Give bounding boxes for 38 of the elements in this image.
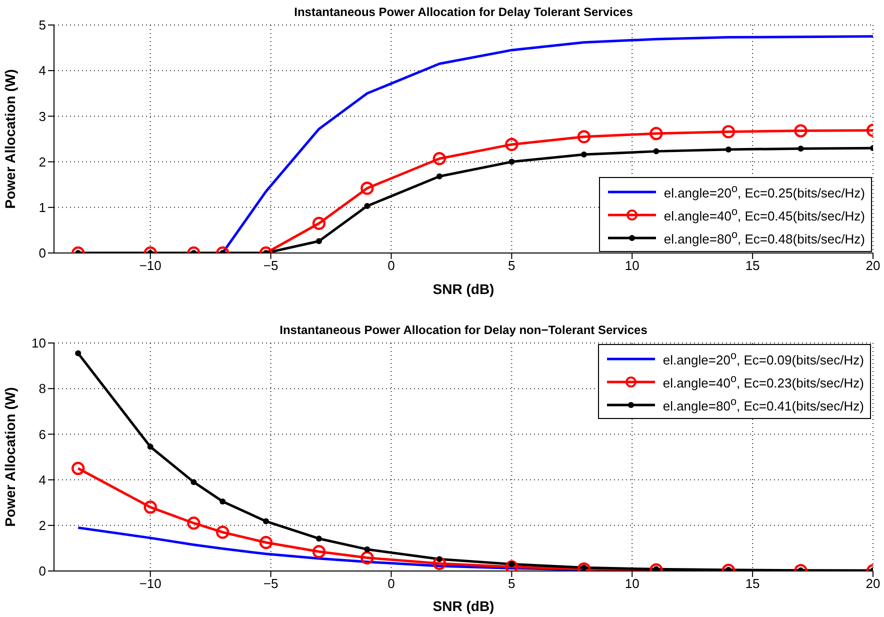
y-tick-label: 6 xyxy=(38,426,46,442)
x-tick-label: 5 xyxy=(508,576,516,592)
y-axis-title: Power Allocation (W) xyxy=(2,69,18,209)
y-tick-label: 8 xyxy=(38,381,46,396)
x-tick-label: 15 xyxy=(745,576,760,592)
x-tick-label: −5 xyxy=(263,576,278,592)
legend-label: el.angle=80$^{o}$, Ec=0.41(bits/sec/Hz) xyxy=(662,396,864,414)
y-tick-label: 4 xyxy=(38,472,46,488)
legend-label: el.angle=80$^{o}$, Ec=0.48(bits/sec/Hz) xyxy=(664,228,865,246)
y-tick-label: 3 xyxy=(38,108,46,124)
y-tick-label: 10 xyxy=(32,336,46,351)
x-tick-label: 10 xyxy=(624,576,640,592)
y-axis-title: Power Allocation (W) xyxy=(2,387,18,527)
chart-title: Instantaneous Power Allocation for Delay Tolerant Services xyxy=(293,5,634,19)
legend-label: el.angle=40$^{o}$, Ec=0.23(bits/sec/Hz) xyxy=(662,372,864,390)
x-tick-label: −5 xyxy=(263,258,278,274)
x-axis-title: SNR (dB) xyxy=(432,598,494,614)
y-tick-label: 2 xyxy=(38,518,46,534)
x-tick-label: 15 xyxy=(745,258,760,274)
y-tick-label: 5 xyxy=(38,18,46,33)
legend-label: el.angle=40$^{o}$, Ec=0.45(bits/sec/Hz) xyxy=(664,206,865,224)
x-tick-label: −10 xyxy=(139,576,162,592)
y-tick-label: 1 xyxy=(38,200,46,216)
chart-title: Instantaneous Power Allocation for Delay non−Tolerant Services xyxy=(278,323,648,337)
legend-label: el.angle=20$^{o}$, Ec=0.25(bits/sec/Hz) xyxy=(664,182,865,200)
x-tick-label: −10 xyxy=(139,258,162,274)
x-tick-label: 0 xyxy=(388,258,395,274)
x-tick-label: 20 xyxy=(866,576,880,592)
legend-label: el.angle=20$^{o}$, Ec=0.09(bits/sec/Hz) xyxy=(662,350,864,368)
x-tick-label: 20 xyxy=(866,258,880,274)
y-tick-label: 2 xyxy=(38,154,46,170)
y-tick-label: 4 xyxy=(38,63,46,78)
x-tick-label: 5 xyxy=(508,258,516,274)
x-axis-title: SNR (dB) xyxy=(432,281,494,297)
y-tick-label: 0 xyxy=(38,246,46,261)
x-tick-label: 10 xyxy=(624,258,640,274)
x-tick-label: 0 xyxy=(388,576,395,592)
y-tick-label: 0 xyxy=(38,564,46,579)
